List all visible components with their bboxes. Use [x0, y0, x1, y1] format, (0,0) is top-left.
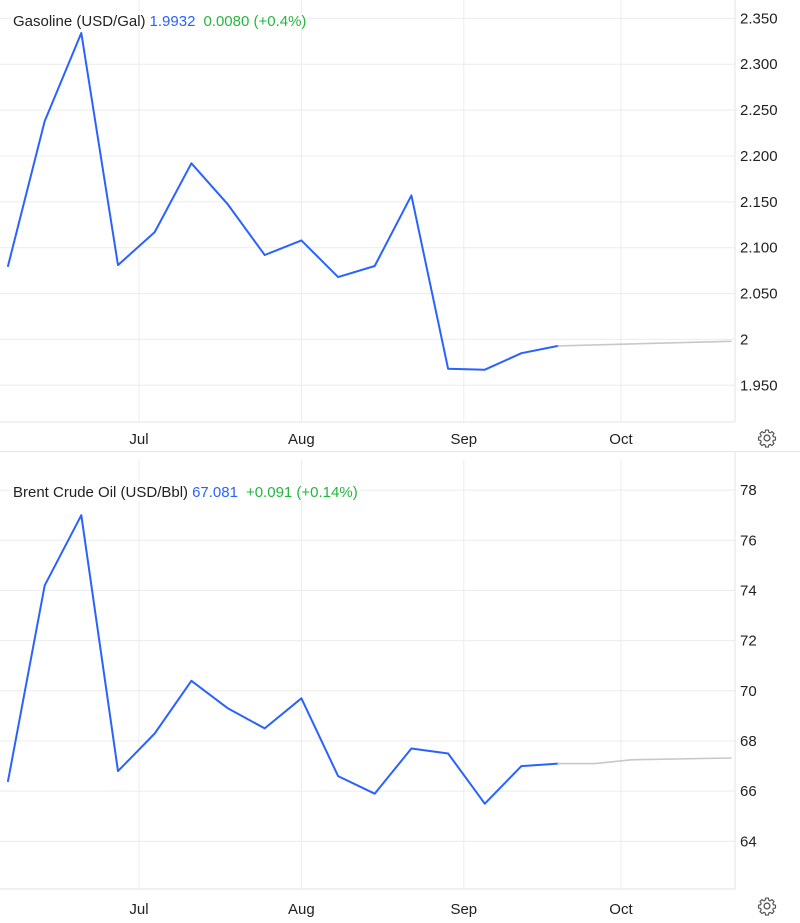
x-tick-label: Oct	[609, 901, 633, 918]
brent-legend-price: 67.081	[192, 484, 238, 501]
y-tick-label: 2.300	[740, 56, 778, 73]
panel-divider	[0, 451, 800, 452]
brent-legend-name: Brent Crude Oil (USD/Bbl)	[13, 484, 189, 501]
y-tick-label: 64	[740, 833, 757, 850]
y-tick-label: 70	[740, 683, 757, 700]
y-tick-label: 2.250	[740, 102, 778, 119]
y-tick-label: 1.950	[740, 377, 778, 394]
x-tick-label: Oct	[609, 431, 633, 448]
price-series-line[interactable]	[7, 514, 560, 805]
x-tick-label: Sep	[450, 431, 477, 448]
gear-icon[interactable]	[757, 896, 777, 916]
forecast-series-line[interactable]	[557, 757, 732, 765]
y-tick-label: 74	[740, 582, 757, 599]
brent-legend-change: +0.091 (+0.14%)	[245, 484, 358, 501]
gasoline-chart-panel: 2.350 2.300 2.250 2.200 2.150 2.100 2.050 2 1.95…	[0, 0, 800, 452]
y-tick-label: 76	[740, 532, 757, 549]
x-tick-label: Jul	[129, 901, 148, 918]
x-tick-label: Aug	[288, 901, 315, 918]
gear-icon[interactable]	[757, 428, 777, 448]
y-tick-label: 2.050	[740, 286, 778, 303]
gasoline-chart[interactable]: 2.350 2.300 2.250 2.200 2.150 2.100 2.050 2 1.95…	[0, 0, 800, 452]
gasoline-legend: Gasoline (USD/Gal) 1.9932 0.0080 (+0.4%)	[11, 13, 309, 30]
y-tick-label: 2.100	[740, 240, 778, 257]
y-tick-label: 72	[740, 633, 757, 650]
gasoline-legend-name: Gasoline (USD/Gal)	[13, 13, 146, 30]
x-tick-label: Sep	[450, 901, 477, 918]
y-tick-label: 2.150	[740, 194, 778, 211]
gasoline-legend-price: 1.9932	[149, 13, 196, 30]
forecast-series-line[interactable]	[557, 340, 732, 347]
y-tick-label: 78	[740, 482, 757, 499]
brent-chart[interactable]: 78 76 74 72 70 68 66 64 Jul Aug Sep Oct	[0, 452, 800, 923]
x-tick-label: Jul	[129, 431, 148, 448]
x-tick-label: Aug	[288, 431, 315, 448]
y-tick-label: 2.200	[740, 148, 778, 165]
y-tick-label: 68	[740, 733, 757, 750]
brent-legend: Brent Crude Oil (USD/Bbl) 67.081 +0.091 (+…	[11, 484, 360, 501]
y-tick-label: 2	[740, 331, 748, 348]
brent-chart-panel: 78 76 74 72 70 68 66 64 Jul Aug Sep Oct Brent Crude…	[0, 452, 800, 923]
y-tick-label: 2.350	[740, 10, 778, 27]
y-tick-label: 66	[740, 783, 757, 800]
price-series-line[interactable]	[7, 32, 560, 371]
gasoline-legend-change: 0.0080 (+0.4%)	[203, 13, 307, 30]
